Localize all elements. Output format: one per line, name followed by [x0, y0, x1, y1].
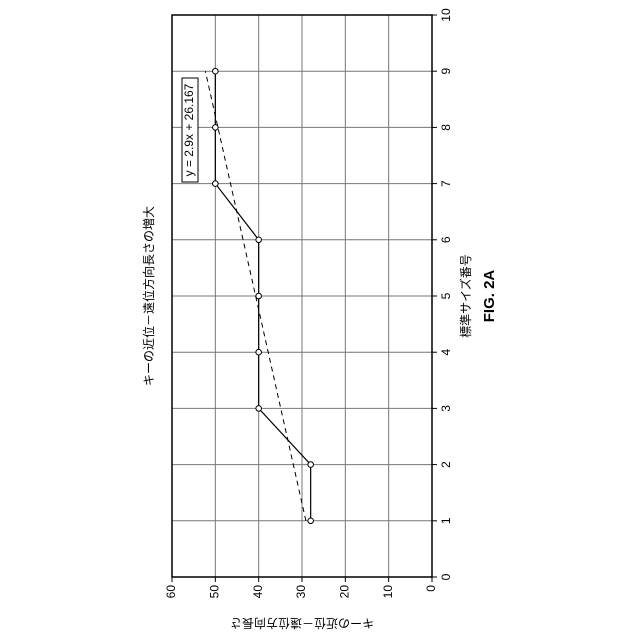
y-tick-label: 60 [164, 585, 178, 599]
equation-label: y = 2.9x + 26.167 [182, 83, 196, 176]
x-tick-label: 3 [439, 405, 453, 412]
x-axis-label: 標準サイズ番号 [458, 254, 473, 338]
data-point [213, 181, 219, 187]
data-point [256, 293, 262, 299]
data-point [256, 349, 262, 355]
chart: キーの近位－遠位方向長さの増大 標準サイズ番号 FIG. 2A キーの近位－遠位… [0, 0, 640, 640]
x-tick-label: 10 [439, 8, 453, 22]
x-tick-label: 2 [439, 461, 453, 468]
x-tick-label: 1 [439, 517, 453, 524]
data-point [308, 518, 314, 524]
data-point [308, 462, 314, 468]
x-tick-label: 0 [439, 573, 453, 580]
data-point [256, 406, 262, 412]
x-tick-label: 9 [439, 68, 453, 75]
y-tick-label: 0 [424, 585, 438, 592]
x-tick-label: 5 [439, 292, 453, 299]
y-tick-label: 50 [208, 585, 222, 599]
data-point [213, 68, 219, 74]
chart-title: キーの近位－遠位方向長さの増大 [141, 206, 156, 386]
figure-label: FIG. 2A [481, 270, 498, 323]
x-tick-label: 6 [439, 236, 453, 243]
x-tick-label: 8 [439, 124, 453, 131]
y-axis-label: キーの近位－遠位方向長さ [230, 616, 374, 631]
data-point [256, 237, 262, 243]
x-tick-label: 7 [439, 180, 453, 187]
rotated-chart: キーの近位－遠位方向長さの増大 標準サイズ番号 FIG. 2A キーの近位－遠位… [141, 8, 498, 631]
y-tick-label: 10 [381, 585, 395, 599]
x-tick-label: 4 [439, 349, 453, 356]
y-tick-label: 20 [338, 585, 352, 599]
y-tick-label: 30 [294, 585, 308, 599]
y-tick-label: 40 [251, 585, 265, 599]
